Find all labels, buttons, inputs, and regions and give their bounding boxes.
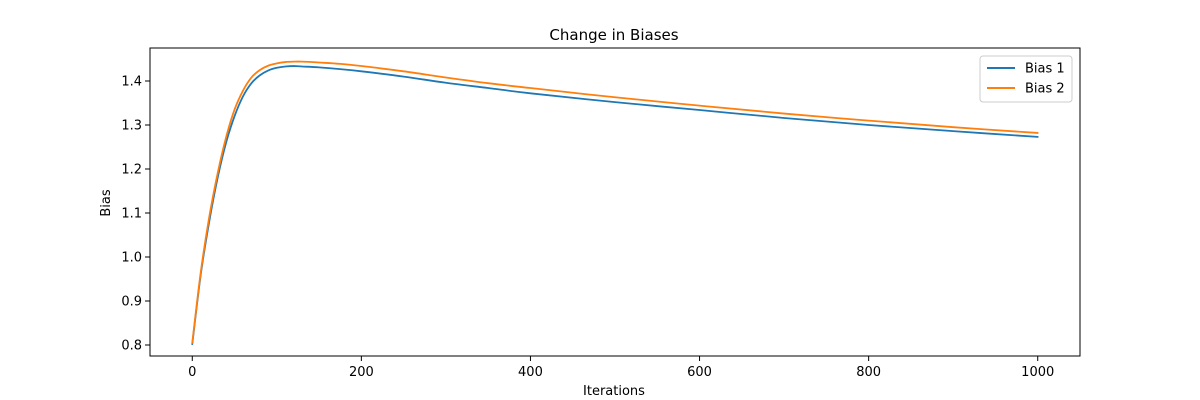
y-tick-label: 1.4 — [121, 75, 142, 90]
x-tick-label: 800 — [856, 365, 881, 380]
x-tick-label: 600 — [687, 365, 712, 380]
series-line-2 — [191, 60, 1039, 344]
x-axis-label: Iterations — [583, 384, 645, 399]
chart-title: Change in Biases — [549, 26, 678, 44]
axes-frame — [149, 47, 1081, 357]
y-tick-label: 0.9 — [121, 295, 142, 310]
y-tick-label: 0.8 — [121, 339, 142, 354]
y-axis-label: Bias — [99, 189, 114, 216]
legend-label-1: Bias 1 — [1025, 62, 1065, 77]
legend: Bias 1 Bias 2 — [979, 55, 1073, 103]
series-line-1 — [191, 65, 1039, 346]
legend-label-2: Bias 2 — [1025, 82, 1065, 97]
x-tick-label: 1000 — [1021, 365, 1054, 380]
y-tick-label: 1.2 — [121, 163, 142, 178]
y-tick-label: 1.0 — [121, 251, 142, 266]
y-tick-label: 1.3 — [121, 119, 142, 134]
y-tick-label: 1.1 — [121, 207, 142, 222]
plot-area: 0 200 400 600 800 1000 0.8 0.9 1.0 1.1 1.2 1.3 1.4 — [121, 47, 1081, 380]
x-tick-label: 200 — [349, 365, 374, 380]
x-axis-ticks: 0 200 400 600 800 1000 — [188, 356, 1054, 380]
y-axis-ticks: 0.8 0.9 1.0 1.1 1.2 1.3 1.4 — [121, 75, 150, 354]
x-tick-label: 400 — [518, 365, 543, 380]
x-tick-label: 0 — [188, 365, 196, 380]
legend-entries: Bias 1 Bias 2 — [987, 62, 1065, 97]
series-layer — [191, 60, 1039, 346]
